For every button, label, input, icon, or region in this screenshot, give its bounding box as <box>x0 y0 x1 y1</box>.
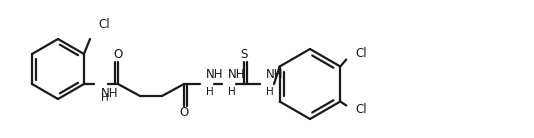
Text: S: S <box>240 48 248 62</box>
Text: H: H <box>206 87 214 97</box>
Text: Cl: Cl <box>355 103 367 116</box>
Text: H: H <box>228 87 235 97</box>
Text: O: O <box>179 107 189 120</box>
Text: Cl: Cl <box>98 18 109 31</box>
Text: O: O <box>113 48 123 62</box>
Text: NH: NH <box>206 68 224 81</box>
Text: NH: NH <box>228 68 246 81</box>
Text: H: H <box>266 87 274 97</box>
Text: Cl: Cl <box>355 47 367 60</box>
Text: NH: NH <box>266 68 284 81</box>
Text: NH: NH <box>101 87 119 100</box>
Text: H: H <box>101 93 109 103</box>
